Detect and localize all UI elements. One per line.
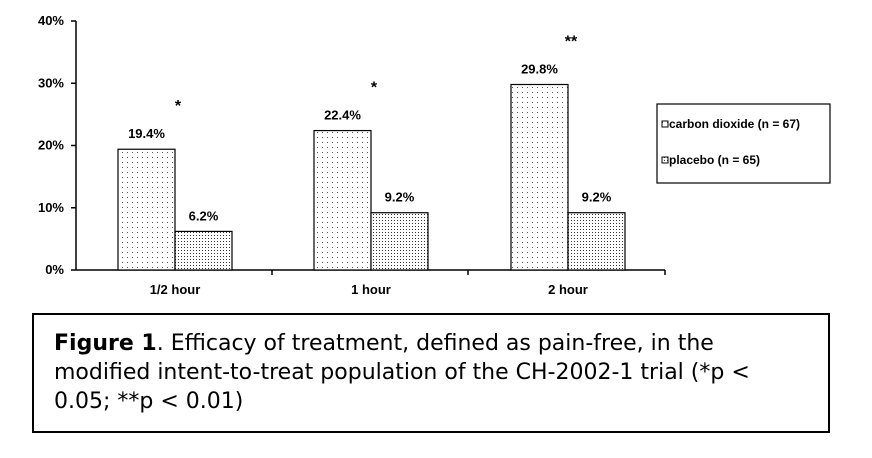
data-label: 9.2%	[582, 190, 612, 205]
bars	[117, 83, 626, 271]
bar-carbon-dioxide-2-hour	[510, 83, 569, 271]
legend: carbon dioxide (n = 67) placebo (n = 65)	[656, 103, 831, 184]
bar-chart: 0% 10% 20% 30% 40% 19.4% 6.2% * 1/2 hour 22.4% 9.…	[38, 13, 831, 297]
y-tick-label: 20%	[38, 138, 64, 153]
y-tick-label: 30%	[38, 75, 64, 90]
x-tick-label: 2 hour	[548, 282, 588, 297]
data-label: 9.2%	[385, 190, 415, 205]
y-tick-label: 0%	[45, 262, 64, 277]
data-labels: 19.4% 6.2% * 1/2 hour 22.4% 9.2% * 1 hour 29.8% 9…	[128, 33, 612, 297]
caption-figure-number: Figure 1	[54, 331, 157, 356]
bar-carbon-dioxide-1-2-hour	[117, 148, 176, 271]
x-tick-label: 1/2 hour	[150, 282, 201, 297]
bar-placebo-2-hour	[567, 212, 626, 271]
x-tick-label: 1 hour	[351, 282, 391, 297]
significance-marker: *	[175, 98, 182, 115]
y-tick-label: 40%	[38, 13, 64, 28]
data-label: 22.4%	[324, 108, 361, 123]
legend-label-placebo: placebo (n = 65)	[669, 153, 760, 167]
y-tick-label: 10%	[38, 200, 64, 215]
bar-carbon-dioxide-1-hour	[313, 129, 372, 271]
legend-swatch-placebo	[661, 156, 669, 164]
caption-text: . Efficacy of treatment, defined as pain…	[54, 331, 750, 414]
data-label: 19.4%	[128, 126, 165, 141]
legend-label-carbon-dioxide: carbon dioxide (n = 67)	[669, 117, 800, 131]
significance-marker: *	[371, 80, 378, 97]
bar-placebo-1-2-hour	[174, 230, 233, 271]
legend-swatch-carbon-dioxide	[661, 120, 669, 128]
figure-caption: Figure 1. Efficacy of treatment, defined…	[32, 313, 830, 433]
legend-box	[656, 103, 831, 184]
data-label: 6.2%	[189, 208, 219, 223]
data-label: 29.8%	[521, 61, 558, 76]
bar-placebo-1-hour	[370, 212, 429, 271]
significance-marker: **	[565, 33, 578, 50]
